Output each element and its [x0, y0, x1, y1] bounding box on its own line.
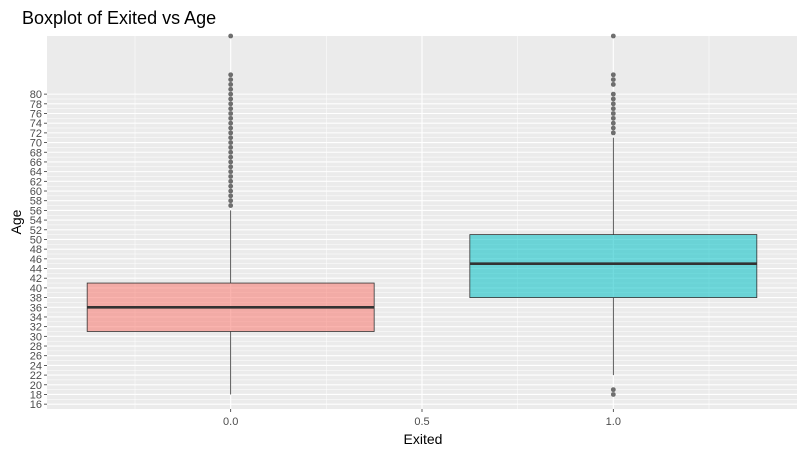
outlier-point — [610, 96, 616, 102]
outlier-point — [228, 72, 234, 78]
outlier-point — [228, 111, 234, 116]
outlier-point — [228, 86, 234, 92]
y-tick-label: 80 — [30, 89, 42, 101]
outlier-point — [228, 178, 234, 184]
x-axis-title: Exited — [404, 431, 443, 447]
box-layer — [86, 33, 758, 397]
outlier-point — [228, 91, 234, 97]
outlier-point — [228, 125, 234, 131]
outlier-point — [610, 82, 616, 87]
outlier-point — [228, 174, 234, 179]
y-tick-label: 66 — [30, 157, 42, 169]
y-tick-label: 78 — [30, 99, 42, 111]
y-tick-label: 18 — [30, 389, 42, 401]
outlier-point — [610, 91, 616, 97]
outlier-point — [610, 115, 616, 121]
y-tick-label: 52 — [30, 225, 42, 237]
outlier-point — [610, 101, 616, 107]
y-tick-label: 40 — [30, 283, 42, 295]
y-tick-label: 24 — [30, 360, 42, 372]
y-tick-label: 32 — [30, 322, 42, 334]
y-tick-label: 54 — [30, 215, 42, 227]
outlier-point — [610, 106, 616, 112]
box-group — [469, 33, 758, 397]
outlier-point — [228, 96, 234, 102]
y-tick-label: 70 — [30, 138, 42, 150]
outlier-point — [610, 120, 616, 126]
y-tick-label: 64 — [30, 167, 42, 179]
outlier-point — [228, 145, 234, 150]
outlier-point — [228, 33, 234, 39]
y-tick-label: 58 — [30, 196, 42, 208]
outlier-point — [228, 115, 234, 121]
outlier-point — [228, 193, 234, 199]
x-tick-label: 0.0 — [223, 416, 238, 428]
outlier-point — [228, 203, 234, 208]
outlier-point — [610, 33, 616, 39]
outlier-point — [228, 140, 234, 145]
y-tick-label: 36 — [30, 302, 42, 314]
y-tick-label: 56 — [30, 205, 42, 217]
y-tick-label: 26 — [30, 351, 42, 363]
y-tick-label: 30 — [30, 331, 42, 343]
y-tick-label: 60 — [30, 186, 42, 198]
outlier-point — [228, 198, 234, 204]
outlier-point — [610, 72, 616, 78]
outlier-point — [228, 82, 234, 87]
outlier-point — [228, 154, 234, 160]
outlier-point — [228, 101, 234, 107]
y-tick-label: 48 — [30, 244, 42, 256]
axes: 1618202224262830323436384042444648505254… — [30, 89, 621, 428]
outlier-point — [610, 125, 616, 131]
outlier-point — [228, 169, 234, 175]
y-tick-label: 34 — [30, 312, 42, 324]
y-tick-label: 22 — [30, 370, 42, 382]
outlier-point — [228, 135, 234, 141]
y-tick-label: 28 — [30, 341, 42, 353]
outlier-point — [228, 188, 234, 194]
chart-title: Boxplot of Exited vs Age — [22, 8, 216, 28]
outlier-point — [228, 77, 234, 82]
outlier-point — [228, 183, 234, 189]
y-tick-label: 42 — [30, 273, 42, 285]
y-tick-label: 46 — [30, 254, 42, 266]
y-tick-label: 38 — [30, 293, 42, 305]
y-tick-label: 72 — [30, 128, 42, 140]
y-tick-label: 68 — [30, 147, 42, 159]
y-tick-label: 74 — [30, 118, 42, 130]
box-group — [86, 33, 375, 395]
x-tick-label: 0.5 — [414, 416, 429, 428]
outlier-point — [228, 149, 234, 155]
y-tick-label: 50 — [30, 234, 42, 246]
box — [469, 234, 758, 298]
outlier-point — [610, 392, 616, 397]
y-tick-label: 62 — [30, 176, 42, 188]
outlier-point — [610, 111, 616, 116]
outlier-point — [610, 130, 616, 136]
outlier-point — [228, 106, 234, 112]
outlier-point — [610, 77, 616, 82]
y-tick-label: 76 — [30, 109, 42, 121]
outlier-point — [228, 120, 234, 126]
x-tick-label: 1.0 — [606, 416, 621, 428]
outlier-point — [228, 164, 234, 170]
y-axis-title: Age — [8, 209, 24, 234]
y-tick-label: 16 — [30, 399, 42, 411]
y-tick-label: 20 — [30, 380, 42, 392]
y-tick-label: 44 — [30, 264, 42, 276]
outlier-point — [228, 130, 234, 136]
outlier-point — [610, 387, 616, 393]
outlier-point — [228, 159, 234, 165]
